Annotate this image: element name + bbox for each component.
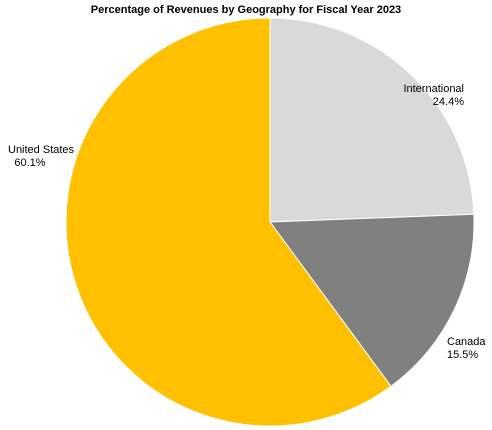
slice-label-united-states: United States — [8, 144, 75, 156]
pie-slice-international — [269, 17, 475, 223]
label-united-states: United States 60.1% — [8, 144, 75, 169]
chart-title: Percentage of Revenues by Geography for … — [91, 4, 401, 16]
pie-slice-united-states — [65, 17, 392, 427]
pie-slice-canada — [269, 213, 475, 387]
label-canada: Canada 15.5% — [447, 336, 486, 361]
label-international: International 24.4% — [403, 83, 464, 108]
slice-label-international: International — [403, 83, 464, 95]
slice-label-canada: Canada — [447, 336, 486, 348]
slice-value-united-states: 60.1% — [14, 157, 45, 169]
pie-slices — [65, 17, 475, 427]
slice-value-canada: 15.5% — [447, 349, 478, 361]
slice-value-international: 24.4% — [433, 96, 464, 108]
